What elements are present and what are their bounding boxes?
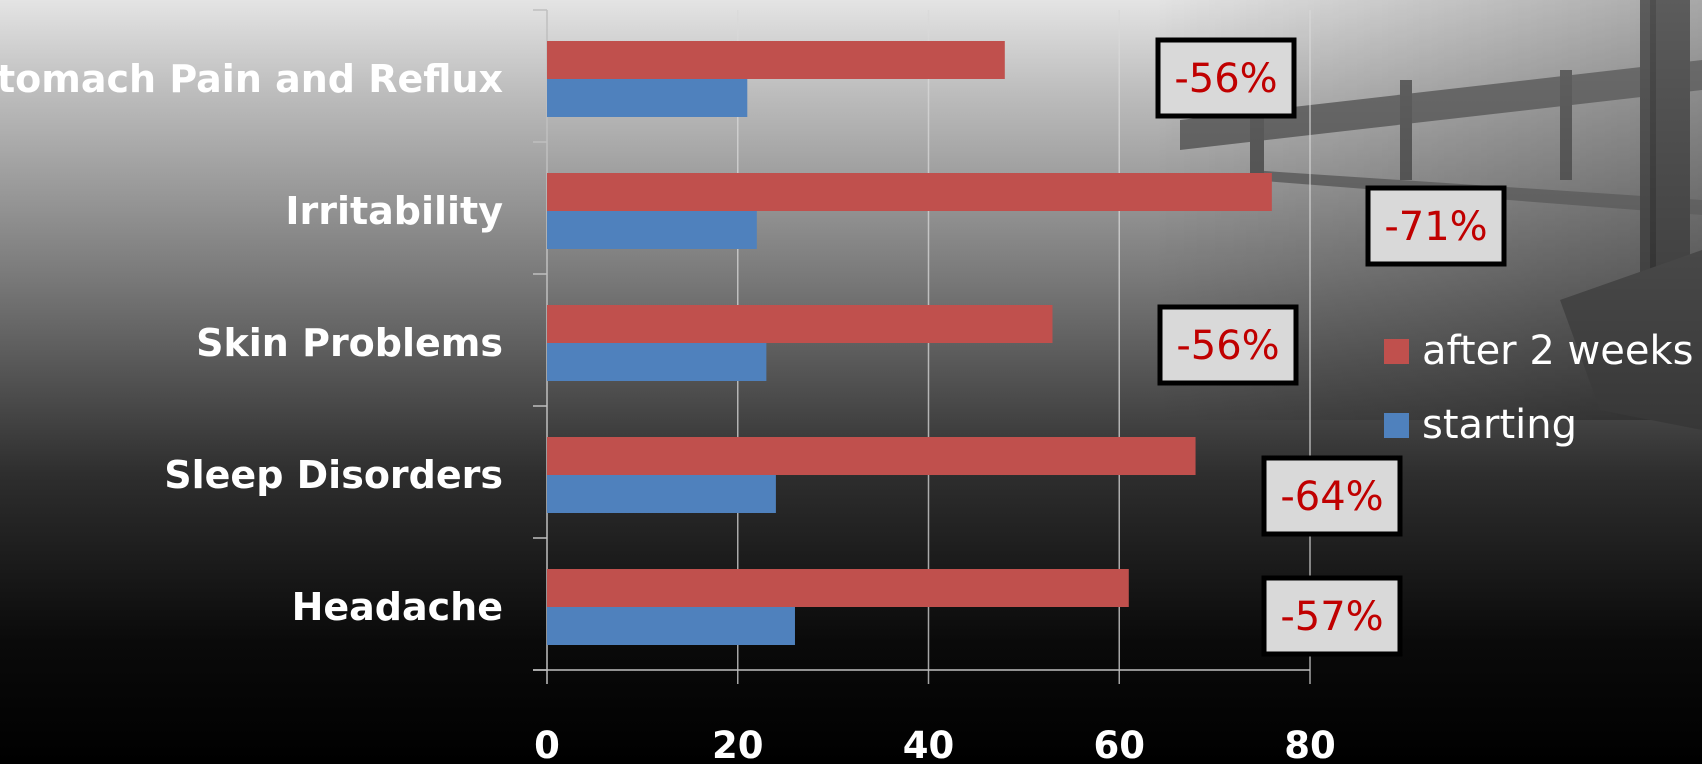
percent-callout: -57% [1261, 575, 1403, 657]
callout-box [1261, 455, 1403, 537]
x-tick-label: 40 [903, 724, 955, 764]
callout-box [1155, 37, 1297, 119]
category-label: Skin Problems [196, 321, 503, 365]
bar-starting-3 [547, 475, 776, 513]
bars [547, 41, 1272, 645]
bar-after-2-weeks-0 [547, 41, 1005, 79]
bar-starting-0 [547, 79, 748, 117]
category-labels: Stomach Pain and Reflux Irritability Skin … [0, 57, 503, 629]
x-tick-label: 0 [534, 724, 560, 764]
legend-label: starting [1422, 402, 1577, 448]
bar-after-2-weeks-3 [547, 437, 1196, 475]
x-tick-label: 20 [712, 724, 764, 764]
callout-box [1261, 575, 1403, 657]
legend-label: after 2 weeks [1422, 328, 1693, 374]
bar-after-2-weeks-4 [547, 569, 1129, 607]
bar-after-2-weeks-2 [547, 305, 1053, 343]
percent-callout: -56% [1157, 304, 1299, 386]
legend-swatch [1384, 413, 1409, 438]
category-label: Sleep Disorders [164, 453, 503, 497]
percent-callout: -64% [1261, 455, 1403, 537]
bar-starting-1 [547, 211, 757, 249]
callout-text: -56% [1176, 323, 1279, 369]
percent-callout: -71% [1365, 185, 1507, 267]
x-tick-label: 80 [1284, 724, 1336, 764]
callout-text: -71% [1384, 204, 1487, 250]
callout-box [1157, 304, 1299, 386]
bar-starting-2 [547, 343, 767, 381]
bar-after-2-weeks-1 [547, 173, 1272, 211]
legend: after 2 weeks starting [1384, 328, 1693, 448]
callout-box [1365, 185, 1507, 267]
callout-text: -56% [1174, 56, 1277, 102]
legend-swatch [1384, 339, 1409, 364]
percent-callouts: -56% -71% -56% -64% -57% [1155, 37, 1507, 657]
callout-text: -57% [1280, 594, 1383, 640]
x-tick-labels: 0 20 40 60 80 [534, 724, 1336, 764]
category-label: Irritability [285, 189, 503, 233]
x-tick-label: 60 [1094, 724, 1146, 764]
category-label: Headache [292, 585, 503, 629]
bar-starting-4 [547, 607, 795, 645]
callout-text: -64% [1280, 474, 1383, 520]
percent-callout: -56% [1155, 37, 1297, 119]
category-label: Stomach Pain and Reflux [0, 57, 503, 101]
